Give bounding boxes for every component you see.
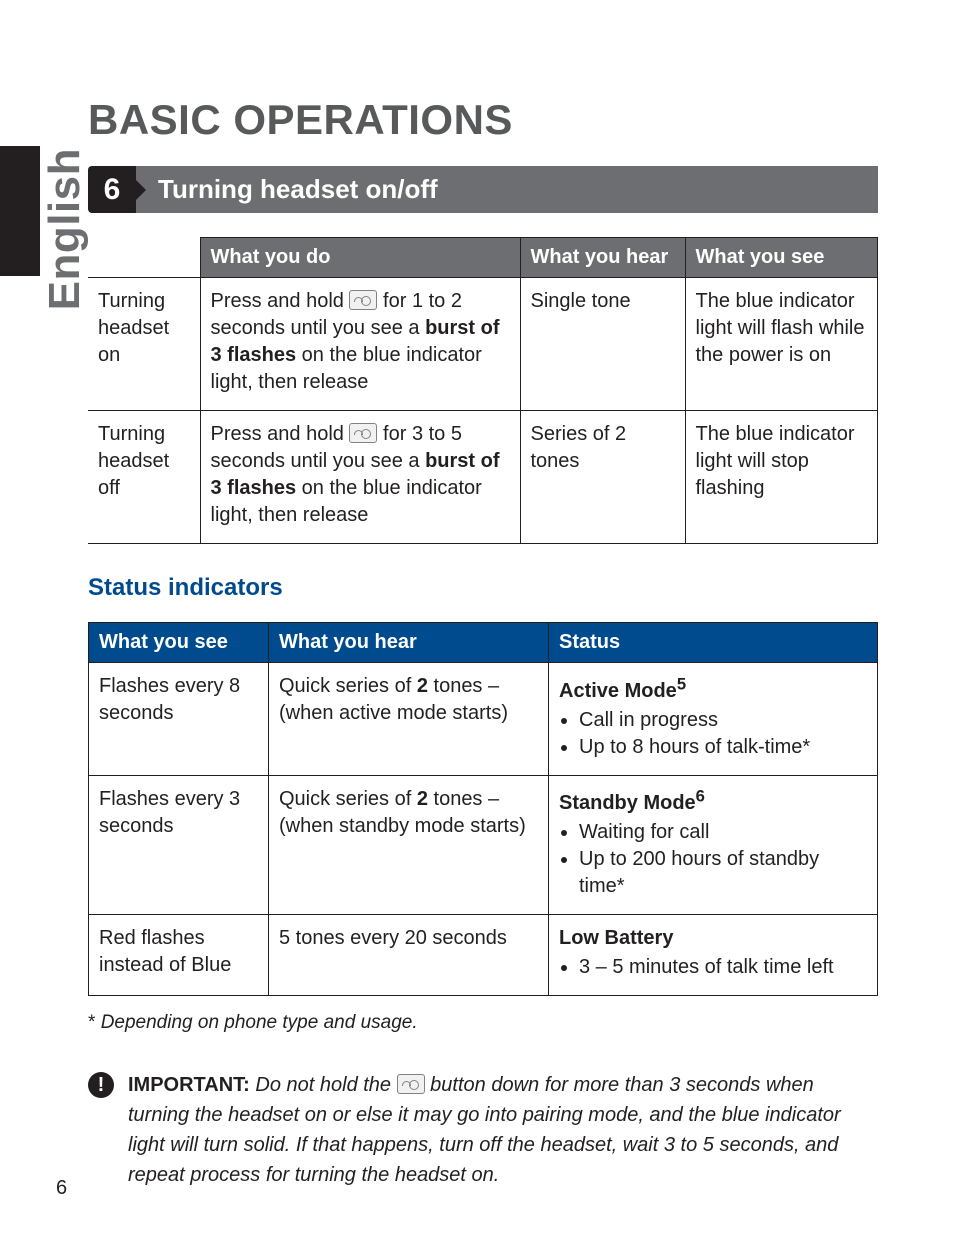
row-label: Turning headset off [88,411,200,544]
exclamation-icon: ! [88,1072,114,1098]
status-bullets: Waiting for call Up to 200 hours of stan… [559,819,867,900]
what-you-hear: Quick series of 2 tones – (when standby … [269,775,549,915]
status-title: Active Mode [559,680,677,702]
power-table: What you do What you hear What you see T… [88,237,878,544]
table-row: Turning headset on Press and hold for 1 … [88,278,878,411]
page-title: BASIC OPERATIONS [88,96,878,144]
text: Do not hold the [250,1074,397,1096]
list-item: Call in progress [579,707,867,734]
table-row: Red flashes instead of Blue 5 tones ever… [89,915,878,996]
list-item: Up to 200 hours of standby time* [579,846,867,900]
status-cell: Low Battery 3 – 5 minutes of talk time l… [549,915,878,996]
asterisk: * [88,1012,101,1033]
what-you-do: Press and hold for 3 to 5 seconds until … [200,411,520,544]
important-note: ! IMPORTANT: Do not hold the button down… [88,1070,878,1190]
page-number: 6 [56,1177,67,1200]
status-bullets: Call in progress Up to 8 hours of talk-t… [559,707,867,761]
power-button-icon [397,1074,425,1094]
side-tab [0,146,40,276]
important-text: IMPORTANT: Do not hold the button down f… [128,1070,878,1190]
what-you-hear: 5 tones every 20 seconds [269,915,549,996]
text: Quick series of [279,788,417,810]
section-header: 6 Turning headset on/off [88,166,878,213]
status-title: Low Battery [559,927,673,949]
status-sup: 5 [677,674,686,693]
what-you-see: Flashes every 3 seconds [89,775,269,915]
important-label: IMPORTANT: [128,1074,250,1096]
table-header: What you hear [269,623,549,663]
status-title: Standby Mode [559,792,696,814]
table-row: Flashes every 8 seconds Quick series of … [89,663,878,776]
footnote: * Depending on phone type and usage. [88,1012,878,1034]
list-item: Up to 8 hours of talk-time* [579,734,867,761]
status-cell: Active Mode5 Call in progress Up to 8 ho… [549,663,878,776]
text-bold: 2 [417,675,428,697]
list-item: 3 – 5 minutes of talk time left [579,954,867,981]
what-you-hear: Series of 2 tones [520,411,685,544]
status-cell: Standby Mode6 Waiting for call Up to 200… [549,775,878,915]
section-title: Turning headset on/off [136,166,878,213]
what-you-hear: Single tone [520,278,685,411]
page-content: BASIC OPERATIONS 6 Turning headset on/of… [88,96,878,1190]
table-header: What you see [685,238,878,278]
section-number: 6 [88,166,136,213]
status-indicators-heading: Status indicators [88,574,878,602]
power-button-icon [349,290,377,310]
what-you-do: Press and hold for 1 to 2 seconds until … [200,278,520,411]
footnote-text: Depending on phone type and usage. [101,1012,418,1033]
row-label: Turning headset on [88,278,200,411]
text-bold: 2 [417,788,428,810]
table-header: What you see [89,623,269,663]
table-row: Flashes every 3 seconds Quick series of … [89,775,878,915]
text: Press and hold [211,423,350,445]
what-you-see: The blue indicator light will stop flash… [685,411,878,544]
table-header-row: What you see What you hear Status [89,623,878,663]
what-you-see: Red flashes instead of Blue [89,915,269,996]
power-button-icon [349,423,377,443]
what-you-see: Flashes every 8 seconds [89,663,269,776]
status-sup: 6 [696,787,705,806]
what-you-see: The blue indicator light will flash whil… [685,278,878,411]
text: Press and hold [211,290,350,312]
table-header: Status [549,623,878,663]
status-table: What you see What you hear Status Flashe… [88,622,878,996]
table-header: What you do [200,238,520,278]
text: Quick series of [279,675,417,697]
language-side-label: English [40,148,90,310]
table-header-empty [88,238,200,278]
what-you-hear: Quick series of 2 tones – (when active m… [269,663,549,776]
table-row: Turning headset off Press and hold for 3… [88,411,878,544]
table-header-row: What you do What you hear What you see [88,238,878,278]
status-bullets: 3 – 5 minutes of talk time left [559,954,867,981]
table-header: What you hear [520,238,685,278]
list-item: Waiting for call [579,819,867,846]
